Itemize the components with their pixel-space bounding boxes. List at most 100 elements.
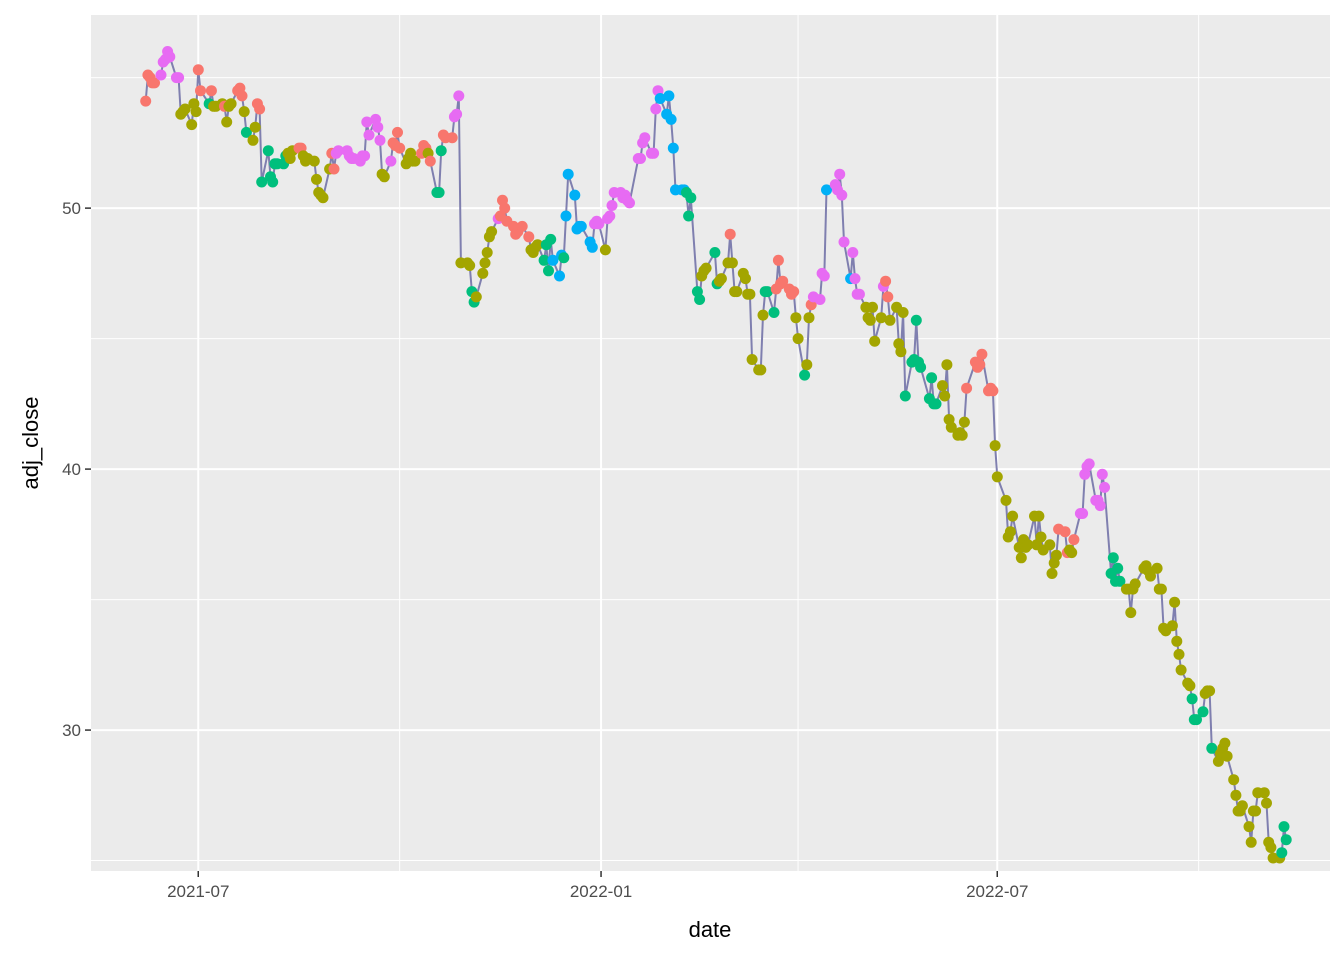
data-point	[884, 314, 896, 326]
data-point	[569, 189, 581, 201]
data-point	[1050, 549, 1062, 561]
x-tick-label: 2022-01	[570, 882, 632, 901]
data-point	[240, 126, 252, 138]
data-point	[470, 291, 482, 303]
data-point	[930, 398, 942, 410]
data-point	[1068, 534, 1080, 546]
data-point	[726, 257, 738, 269]
data-point	[897, 307, 909, 318]
data-point	[1175, 664, 1187, 676]
data-point	[792, 333, 804, 345]
data-point	[424, 155, 436, 167]
data-point	[650, 103, 662, 115]
data-point	[374, 134, 386, 146]
data-point	[755, 364, 767, 376]
data-point	[853, 288, 865, 300]
data-point	[1066, 547, 1078, 559]
data-point	[409, 155, 421, 167]
data-point	[1265, 842, 1277, 853]
data-point	[847, 247, 859, 258]
data-point	[989, 440, 1001, 452]
data-point	[558, 252, 570, 264]
data-point	[945, 421, 957, 433]
data-point	[1096, 468, 1108, 480]
data-point	[1004, 526, 1016, 538]
data-point	[1114, 575, 1126, 587]
data-point	[683, 210, 695, 222]
data-point	[225, 98, 237, 110]
data-point	[1000, 494, 1012, 506]
data-point	[685, 192, 697, 204]
data-point	[1077, 508, 1089, 519]
data-point	[772, 254, 784, 266]
data-point	[538, 254, 550, 266]
data-point	[1112, 562, 1124, 574]
data-point	[543, 265, 554, 277]
data-point	[1035, 531, 1047, 543]
data-point	[1221, 750, 1233, 762]
data-point	[768, 307, 780, 318]
data-point	[867, 301, 878, 313]
data-point	[1278, 821, 1290, 833]
data-point	[254, 103, 266, 115]
x-axis: 2021-07 2022-01 2022-07	[167, 871, 1028, 901]
data-point	[545, 233, 557, 245]
data-point	[562, 168, 574, 180]
data-point	[433, 187, 445, 198]
data-point	[639, 132, 651, 144]
data-point	[1204, 685, 1216, 697]
data-point	[451, 108, 463, 120]
plot-panel	[91, 15, 1330, 871]
data-point	[1171, 635, 1183, 647]
data-point	[941, 359, 953, 371]
data-point	[1186, 693, 1198, 705]
data-point	[464, 260, 476, 271]
data-point	[359, 150, 371, 162]
data-point	[378, 171, 390, 183]
data-point	[834, 168, 846, 180]
data-point	[635, 153, 646, 164]
data-point	[1166, 620, 1178, 632]
data-point	[190, 106, 202, 118]
data-point	[606, 200, 618, 211]
data-point	[1125, 607, 1137, 619]
data-point	[262, 145, 274, 157]
data-point	[205, 85, 217, 97]
data-point	[836, 189, 848, 201]
data-point	[575, 220, 587, 232]
data-point	[821, 184, 832, 196]
data-point	[1151, 562, 1163, 574]
data-point	[236, 90, 248, 102]
data-point	[895, 346, 907, 358]
y-axis: 30 40 50	[62, 199, 91, 740]
data-point	[1261, 797, 1272, 809]
data-point	[724, 228, 736, 240]
data-point	[332, 145, 344, 157]
data-point	[1059, 526, 1071, 538]
data-point	[937, 380, 948, 392]
data-point	[1184, 680, 1196, 692]
data-point	[818, 270, 830, 282]
data-point	[880, 275, 892, 287]
data-point	[486, 226, 498, 238]
data-point	[1099, 481, 1110, 493]
data-point	[1280, 834, 1292, 846]
data-point	[385, 155, 397, 167]
data-point	[532, 239, 544, 251]
data-point	[1107, 552, 1119, 564]
y-axis-title: adj_close	[18, 397, 43, 490]
minor-gridlines	[91, 15, 1330, 871]
x-tick-label: 2022-07	[966, 882, 1028, 901]
data-point	[624, 197, 635, 209]
data-point	[256, 176, 268, 188]
data-point	[317, 192, 329, 204]
data-point	[173, 72, 185, 84]
data-point	[1169, 596, 1181, 608]
data-point	[667, 142, 679, 154]
data-point	[394, 142, 406, 154]
data-point	[1250, 805, 1262, 817]
data-point	[1245, 836, 1257, 848]
data-point	[744, 288, 756, 300]
data-point	[560, 210, 572, 222]
data-point	[363, 129, 375, 141]
